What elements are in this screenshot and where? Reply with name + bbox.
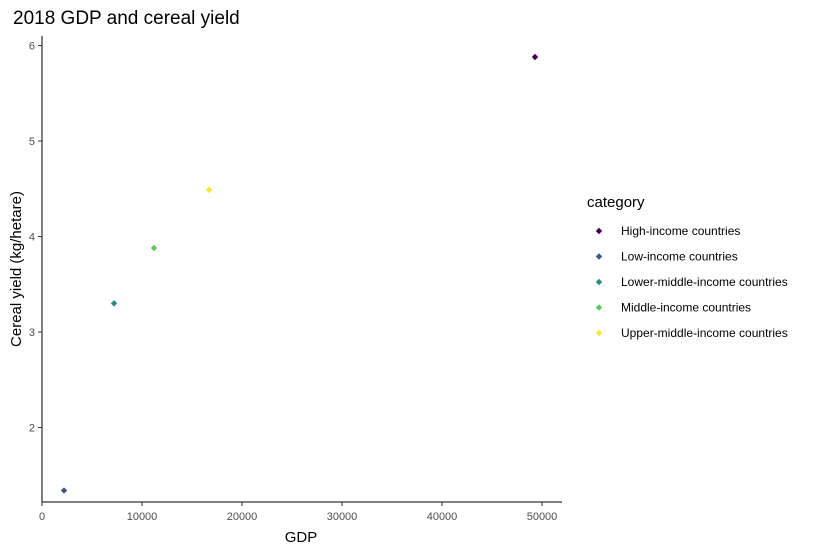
x-tick-label: 10000 (127, 511, 158, 523)
x-axis-title: GDP (285, 529, 318, 546)
legend-key (595, 304, 603, 311)
legend-title: category (587, 194, 645, 211)
y-tick-label: 3 (29, 327, 35, 339)
legend-label: Lower-middle-income countries (621, 275, 788, 289)
legend-key (595, 227, 603, 235)
x-axis-ticks: 0 10000 20000 30000 40000 50000 (39, 502, 557, 523)
data-points (60, 53, 539, 494)
x-tick-label: 30000 (327, 511, 358, 523)
legend-key (595, 253, 603, 260)
legend: category High-income countries Low-income… (587, 194, 788, 340)
x-tick-label: 40000 (427, 511, 458, 523)
y-tick-label: 4 (29, 232, 35, 244)
y-axis-ticks: 2 3 4 5 6 (29, 41, 42, 435)
data-point (110, 300, 118, 307)
legend-key (595, 278, 603, 286)
data-point (205, 186, 213, 193)
x-tick-label: 20000 (227, 511, 258, 523)
legend-key (595, 329, 603, 337)
chart-title: 2018 GDP and cereal yield (13, 8, 240, 29)
y-tick-label: 6 (29, 41, 35, 53)
legend-label: High-income countries (621, 224, 740, 238)
legend-label: Low-income countries (621, 250, 738, 264)
legend-label: Upper-middle-income countries (621, 326, 788, 340)
y-axis-title: Cereal yield (kg/hetare) (8, 191, 25, 347)
data-point (150, 244, 158, 252)
data-point (531, 53, 539, 61)
x-tick-label: 0 (39, 511, 45, 523)
data-point (60, 487, 68, 494)
y-tick-label: 5 (29, 136, 35, 148)
x-tick-label: 50000 (527, 511, 558, 523)
y-tick-label: 2 (29, 423, 35, 435)
legend-items: High-income countries Low-income countrie… (595, 224, 788, 340)
legend-label: Middle-income countries (621, 301, 751, 315)
